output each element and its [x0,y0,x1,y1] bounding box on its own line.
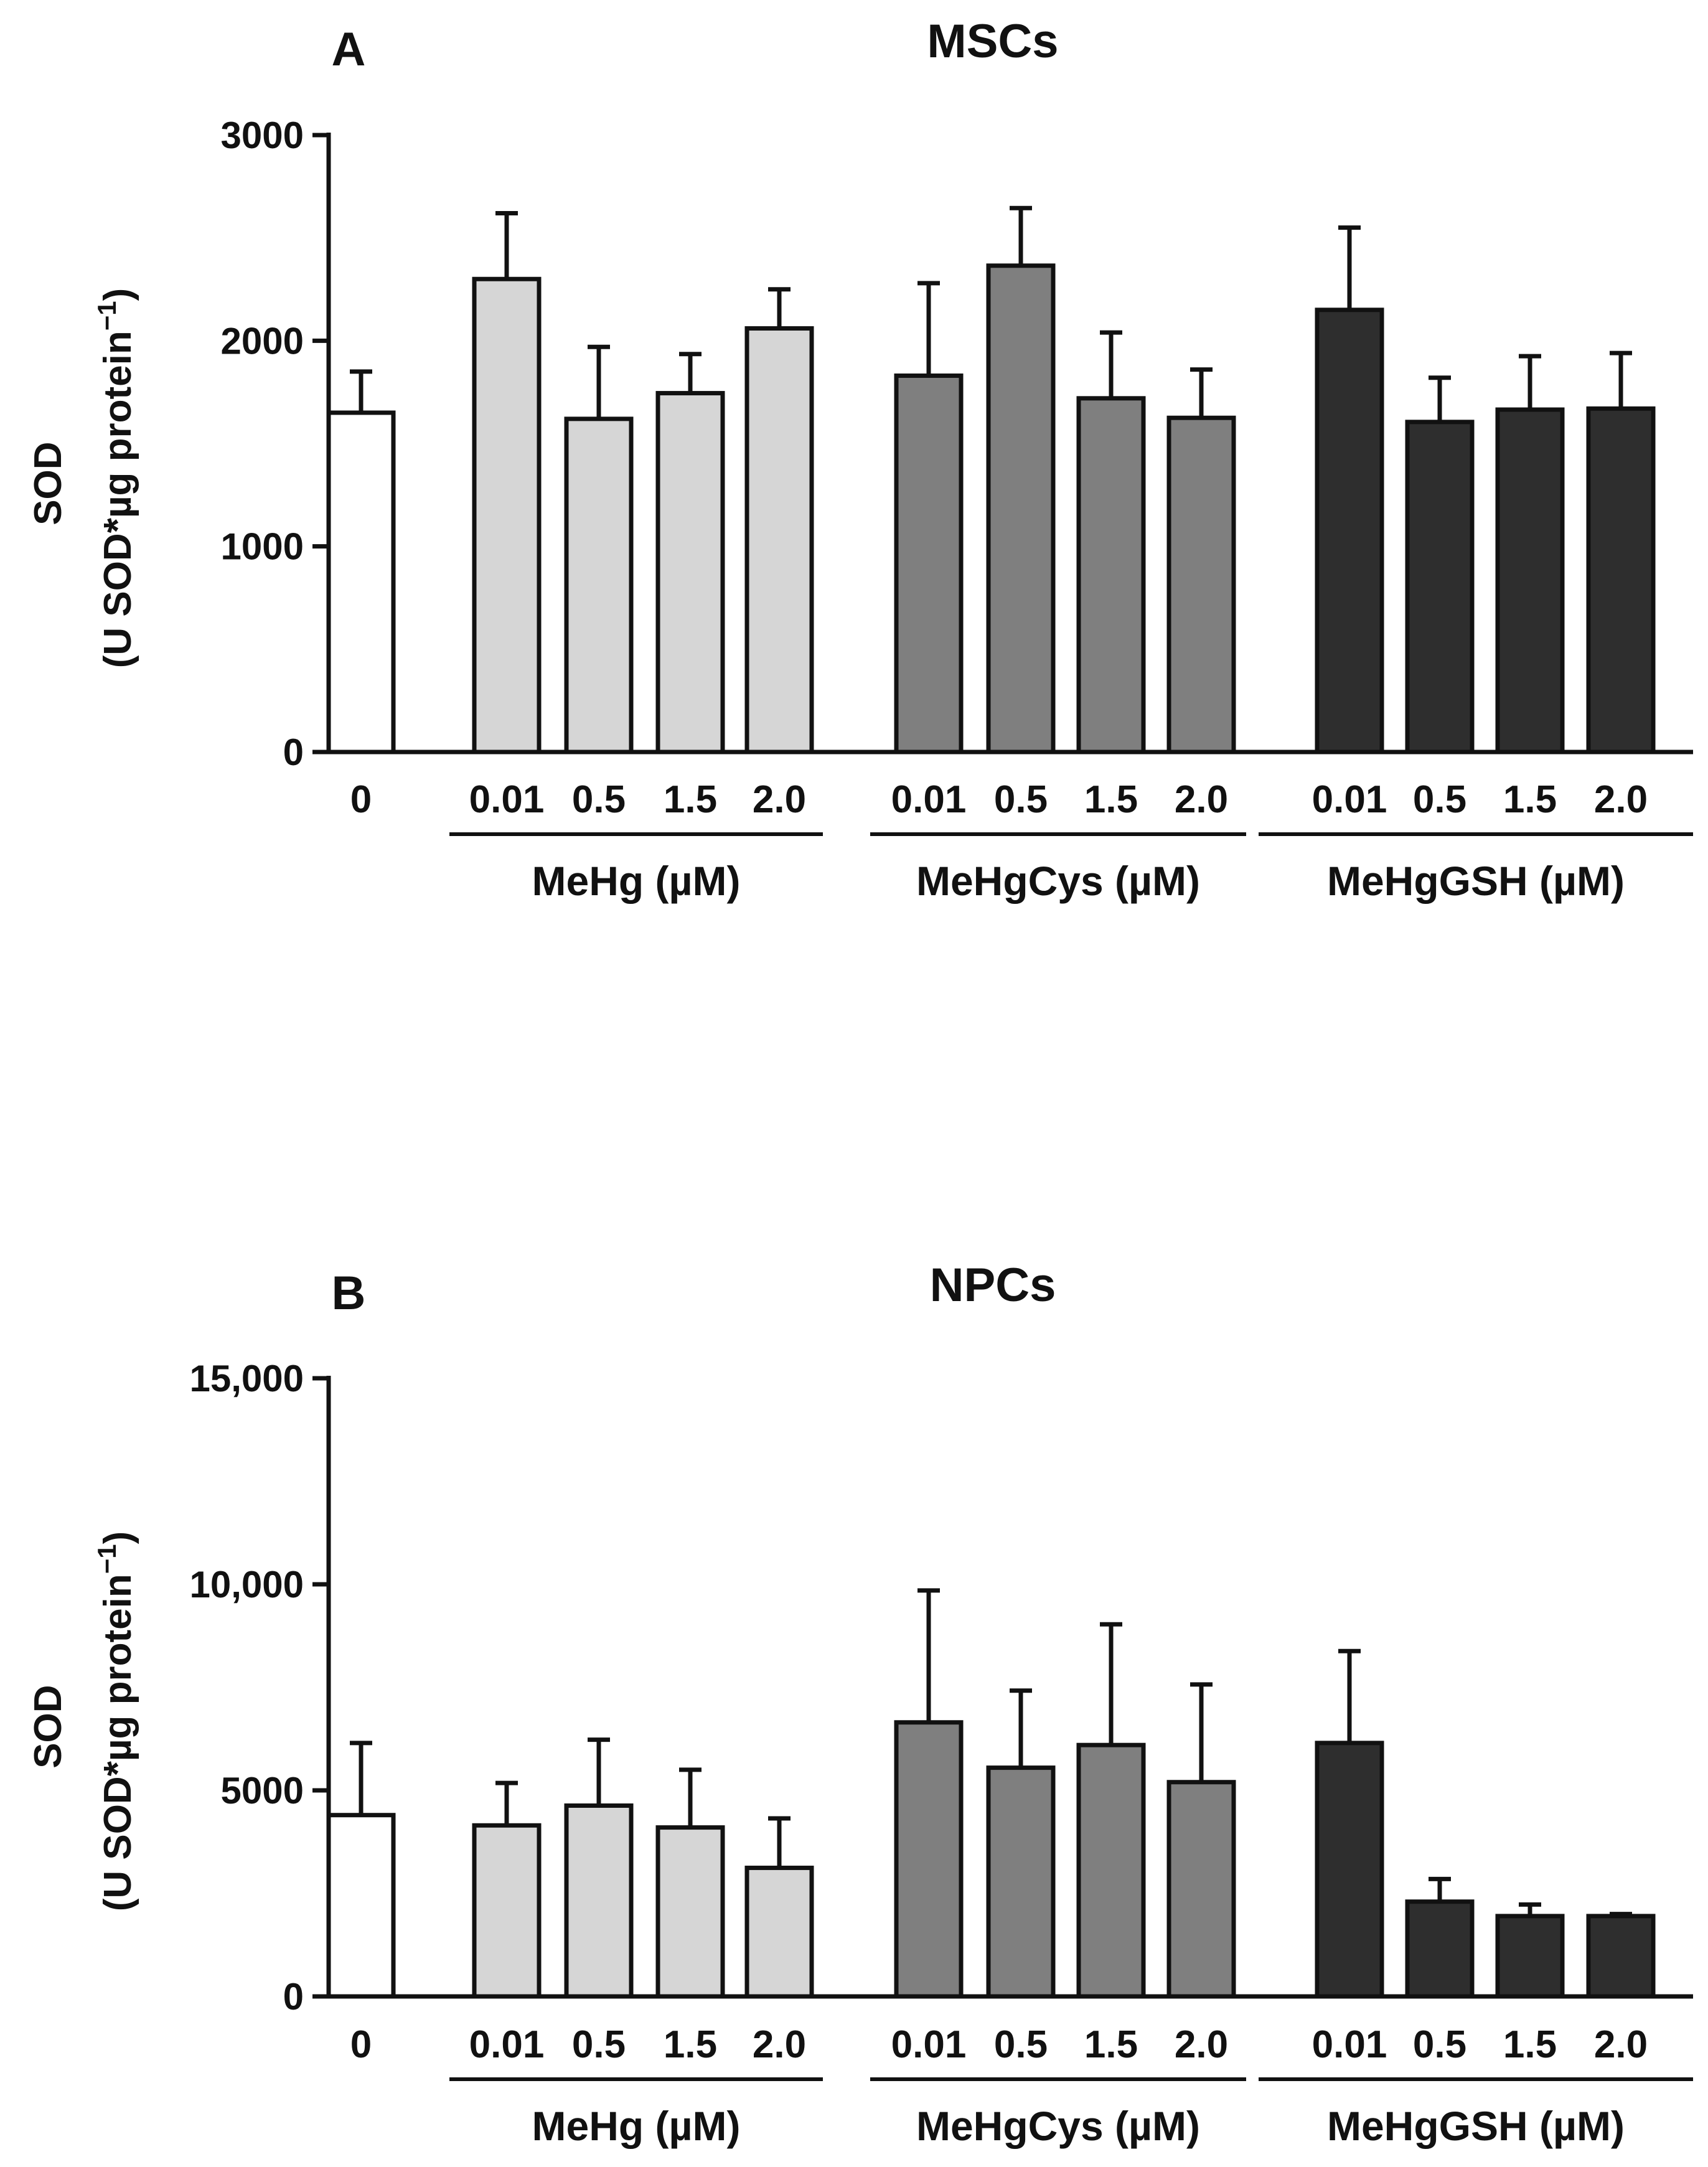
panel-a-y-axis-label: SOD (U SOD*µg protein−1) [27,288,139,669]
panel-a-y-tick-label-0: 0 [283,731,304,773]
panel-a-category-label-12: 2.0 [1594,778,1648,821]
panel-a-bar-5 [894,373,964,754]
panel-b-category-label-6: 0.5 [994,2023,1048,2066]
panel-b-bar-11 [1495,1914,1565,1999]
panel-b-bar-12 [1586,1914,1656,1999]
panel-a-category-label-7: 1.5 [1084,778,1138,821]
panel-a-category-label-8: 2.0 [1175,778,1228,821]
panel-b-bar-8 [1166,1780,1236,1999]
panel-b-group-label-2: MeHgCys (µM) [916,2103,1200,2149]
panel-b-y-tick-label-0: 0 [283,1976,304,2018]
panel-a-category-label-0: 0 [350,778,372,821]
panel-a-category-label-6: 0.5 [994,778,1048,821]
panel-a-y-tick-label-3: 3000 [221,115,304,156]
panel-a-category-label-3: 1.5 [664,778,717,821]
panel-b-category-label-9: 0.01 [1312,2023,1387,2066]
panel-b-category-label-0: 0 [350,2023,372,2066]
panel-b-bar-2 [564,1803,634,1999]
panel-a-bar-8 [1166,415,1236,754]
panel-b-category-label-8: 2.0 [1175,2023,1228,2066]
panel-b-category-label-7: 1.5 [1084,2023,1138,2066]
panel-a-category-label-4: 2.0 [753,778,806,821]
panel-a-plot-area: 0 1000 2000 3000 0 0.01 0.5 1.5 2.0 0.01 0.5 1.5 2.0… [221,115,1693,904]
panel-b-bar-4 [744,1865,814,1999]
panel-a-group-label-1: MeHg (µM) [532,858,741,904]
panel-a-category-label-10: 0.5 [1413,778,1466,821]
panel-b-category-label-10: 0.5 [1413,2023,1466,2066]
panel-a-category-label-1: 0.01 [469,778,545,821]
panel-a-bar-12 [1586,406,1656,754]
panel-a-category-label-2: 0.5 [572,778,626,821]
panel-b-label: B [332,1267,366,1320]
panel-b-bar-7 [1076,1742,1146,1999]
panel-b-ylabel-line2: (U SOD*µg protein [96,1574,139,1911]
panel-a-bar-10 [1405,420,1475,754]
panel-b-group-label-3: MeHgGSH (µM) [1327,2103,1625,2149]
panel-b-category-label-2: 0.5 [572,2023,626,2066]
panel-b-category-label-4: 2.0 [753,2023,806,2066]
panel-a-ylabel-close: ) [96,288,139,301]
panel-b-y-axis-label: SOD (U SOD*µg protein−1) [27,1531,139,1912]
panel-b-y-tick-label-2: 10,000 [189,1564,304,1605]
panel-a-bar-4 [744,326,814,754]
panel-b-bar-0 [326,1813,396,1999]
panel-b-plot-area: 0 5000 10,000 15,000 0 0.01 0.5 1.5 2.0 0.01 0.5 1.… [189,1358,1693,2149]
panel-a-chart: A MSCs SOD (U SOD*µg protein−1) 0 1000 200… [27,15,1693,904]
panel-b-chart: B NPCs SOD (U SOD*µg protein−1) 0 5000 10,… [27,1259,1693,2149]
panel-b-category-label-3: 1.5 [664,2023,717,2066]
panel-a-bar-2 [564,416,634,754]
panel-a-category-label-5: 0.01 [891,778,967,821]
panel-b-y-tick-label-3: 15,000 [189,1358,304,1399]
panel-b-bar-1 [472,1823,542,1999]
panel-b-ylabel-line1: SOD [27,1685,70,1768]
panel-a-bar-1 [472,276,542,754]
panel-a-bar-6 [986,263,1056,754]
panel-a-y-tick-label-2: 2000 [221,320,304,362]
panel-a-title: MSCs [927,15,1058,68]
panel-a-bar-3 [655,391,725,754]
panel-a-ylabel-line2: (U SOD*µg protein [96,331,139,668]
panel-a-y-tick-label-1: 1000 [221,526,304,568]
panel-b-category-label-5: 0.01 [891,2023,967,2066]
panel-b-group-label-1: MeHg (µM) [532,2103,741,2149]
panel-b-bar-5 [894,1720,964,1999]
panel-b-bar-3 [655,1825,725,1999]
panel-a-bar-0 [326,410,396,754]
panel-b-ylabel-superscript: −1 [92,1544,121,1574]
panel-b-bar-10 [1405,1899,1475,1999]
panel-b-title: NPCs [930,1259,1056,1312]
panel-b-category-label-12: 2.0 [1594,2023,1648,2066]
panel-a-bar-7 [1076,396,1146,754]
panel-b-bar-6 [986,1765,1056,1999]
panel-b-ylabel-close: ) [96,1531,139,1544]
panel-a-bar-11 [1495,407,1565,754]
panel-a-ylabel-superscript: −1 [92,301,121,331]
panel-b-bar-9 [1315,1741,1384,1999]
panel-a-group-label-3: MeHgGSH (µM) [1327,858,1625,904]
panel-a-category-label-11: 1.5 [1503,778,1557,821]
panel-a-group-label-2: MeHgCys (µM) [916,858,1200,904]
panel-a-label: A [332,23,366,76]
panel-b-category-label-11: 1.5 [1503,2023,1557,2066]
panel-a-category-label-9: 0.01 [1312,778,1387,821]
panel-b-y-tick-label-1: 5000 [221,1770,304,1812]
panel-a-ylabel-line1: SOD [27,441,70,525]
panel-a-bar-9 [1315,308,1384,754]
panel-b-category-label-1: 0.01 [469,2023,545,2066]
